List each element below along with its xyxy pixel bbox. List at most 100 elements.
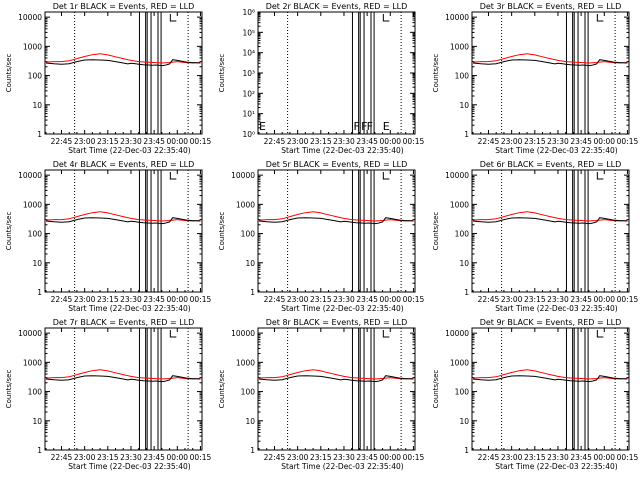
x-tick-label: 23:15 [97, 295, 119, 304]
y-tick-label: 100 [28, 230, 43, 239]
y-tick-label: 10000 [18, 171, 42, 180]
x-tick-label: 23:45 [570, 453, 592, 462]
x-tick-label: 23:45 [570, 295, 592, 304]
x-tick-label: 23:30 [120, 137, 142, 146]
x-tick-label: 00:00 [166, 453, 188, 462]
y-tick-label: 10000 [231, 329, 255, 338]
y-tick-label: 100 [241, 388, 256, 397]
events-series-line [45, 375, 201, 383]
y-tick-label: 1 [37, 288, 42, 297]
x-tick-label: 00:15 [190, 453, 212, 462]
panel-title: Det 3r BLACK = Events, RED = LLD [480, 2, 622, 11]
x-tick-label: 00:00 [593, 137, 615, 146]
x-tick-label: 23:15 [524, 453, 546, 462]
y-tick-label: 10000 [445, 171, 469, 180]
y-tick-label: 100 [455, 230, 470, 239]
lld-series-line [45, 53, 201, 64]
y-tick-label: 10 [32, 259, 42, 268]
y-tick-label: 100 [241, 230, 256, 239]
x-tick-label: 23:45 [143, 137, 165, 146]
x-tick-label: 22:45 [51, 295, 73, 304]
y-axis-label: Counts/sec [218, 370, 226, 409]
lld-series-line [258, 369, 414, 380]
x-axis-label: Start Time (22-Dec-03 22:35:40) [495, 304, 617, 313]
x-tick-label: 23:00 [74, 137, 96, 146]
x-tick-label: 23:45 [143, 453, 165, 462]
x-tick-label: 00:00 [379, 137, 401, 146]
y-tick-label: 100 [28, 72, 43, 81]
x-tick-label: 23:15 [310, 137, 332, 146]
panel-6: Det 6r BLACK = Events, RED = LLD 22:45 23:… [432, 160, 638, 313]
y-tick-label: 10⁶ [242, 8, 255, 17]
y-axis-label: Counts/sec [432, 54, 440, 93]
lld-series-line [258, 211, 414, 222]
interval-marker [169, 330, 177, 338]
x-tick-label: 23:45 [356, 453, 378, 462]
x-tick-label: 23:00 [501, 453, 523, 462]
y-axis-label: Counts/sec [432, 370, 440, 409]
x-tick-label: 23:15 [310, 295, 332, 304]
x-tick-label: 23:30 [333, 295, 355, 304]
plot-frame [44, 327, 203, 451]
y-tick-label: 1 [37, 130, 42, 139]
lld-series-line [472, 211, 628, 222]
panel-title: Det 6r BLACK = Events, RED = LLD [480, 160, 622, 169]
x-tick-label: 00:15 [190, 295, 212, 304]
x-axis-label: Start Time (22-Dec-03 22:35:40) [68, 146, 190, 155]
x-tick-label: 00:15 [190, 137, 212, 146]
lld-series-line [45, 369, 201, 380]
x-tick-label: 00:00 [379, 295, 401, 304]
panel-title: Det 8r BLACK = Events, RED = LLD [266, 318, 408, 327]
lld-series-line [472, 53, 628, 64]
panel-title: Det 5r BLACK = Events, RED = LLD [266, 160, 408, 169]
y-tick-label: 1 [37, 446, 42, 455]
flag-letter: F [361, 120, 367, 133]
interval-marker [596, 330, 604, 338]
flag-letter: E [259, 120, 266, 133]
y-tick-label: 1000 [450, 200, 469, 209]
x-tick-label: 23:30 [547, 295, 569, 304]
x-tick-label: 00:00 [166, 137, 188, 146]
y-tick-label: 1 [464, 446, 469, 455]
x-tick-label: 23:30 [120, 453, 142, 462]
x-tick-label: 22:45 [478, 137, 500, 146]
x-tick-label: 23:45 [143, 295, 165, 304]
y-tick-label: 100 [28, 388, 43, 397]
y-tick-label: 10 [32, 417, 42, 426]
x-tick-label: 00:15 [617, 453, 639, 462]
panel-title: Det 7r BLACK = Events, RED = LLD [53, 318, 195, 327]
y-tick-label: 100 [455, 388, 470, 397]
plot-frame [257, 169, 416, 293]
panel-title: Det 9r BLACK = Events, RED = LLD [480, 318, 622, 327]
x-tick-label: 23:15 [97, 137, 119, 146]
y-tick-label: 10³ [242, 69, 255, 78]
x-tick-label: 23:30 [120, 295, 142, 304]
x-tick-label: 00:00 [379, 453, 401, 462]
x-axis-label: Start Time (22-Dec-03 22:35:40) [68, 462, 190, 471]
x-tick-label: 22:45 [264, 137, 286, 146]
events-series-line [258, 375, 414, 383]
interval-marker [596, 172, 604, 180]
y-tick-label: 10 [245, 417, 255, 426]
y-tick-label: 1 [250, 288, 255, 297]
x-tick-label: 22:45 [478, 453, 500, 462]
x-axis-label: Start Time (22-Dec-03 22:35:40) [281, 146, 403, 155]
x-axis-label: Start Time (22-Dec-03 22:35:40) [495, 146, 617, 155]
plot-frame [44, 169, 203, 293]
x-tick-label: 23:30 [547, 453, 569, 462]
x-tick-label: 00:00 [166, 295, 188, 304]
y-tick-label: 1000 [23, 358, 42, 367]
x-tick-label: 23:15 [310, 453, 332, 462]
interval-marker [382, 14, 390, 22]
flag-letter: E [383, 120, 390, 133]
events-series-line [258, 217, 414, 225]
x-tick-label: 22:45 [478, 295, 500, 304]
x-tick-label: 22:45 [264, 453, 286, 462]
panel-8: Det 8r BLACK = Events, RED = LLD 22:45 23:… [218, 318, 424, 471]
events-series-line [472, 375, 628, 383]
